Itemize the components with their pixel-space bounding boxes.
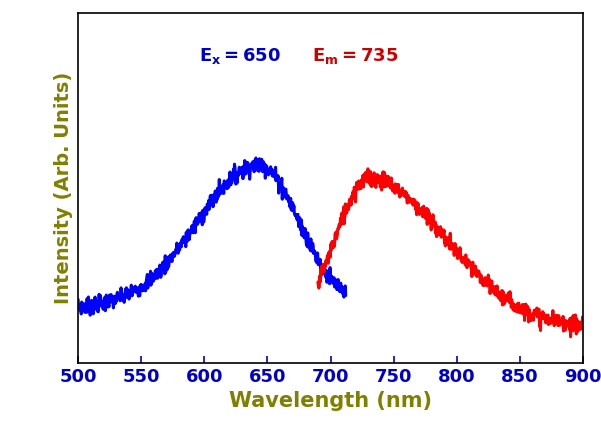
Text: $\mathbf{E_m}$$\mathbf{ = 735}$: $\mathbf{E_m}$$\mathbf{ = 735}$ (311, 46, 398, 66)
X-axis label: Wavelength (nm): Wavelength (nm) (229, 391, 432, 411)
Y-axis label: Intensity (Arb. Units): Intensity (Arb. Units) (53, 72, 73, 304)
Text: $\mathbf{E_x}$$\mathbf{ = 650}$: $\mathbf{E_x}$$\mathbf{ = 650}$ (200, 46, 281, 66)
